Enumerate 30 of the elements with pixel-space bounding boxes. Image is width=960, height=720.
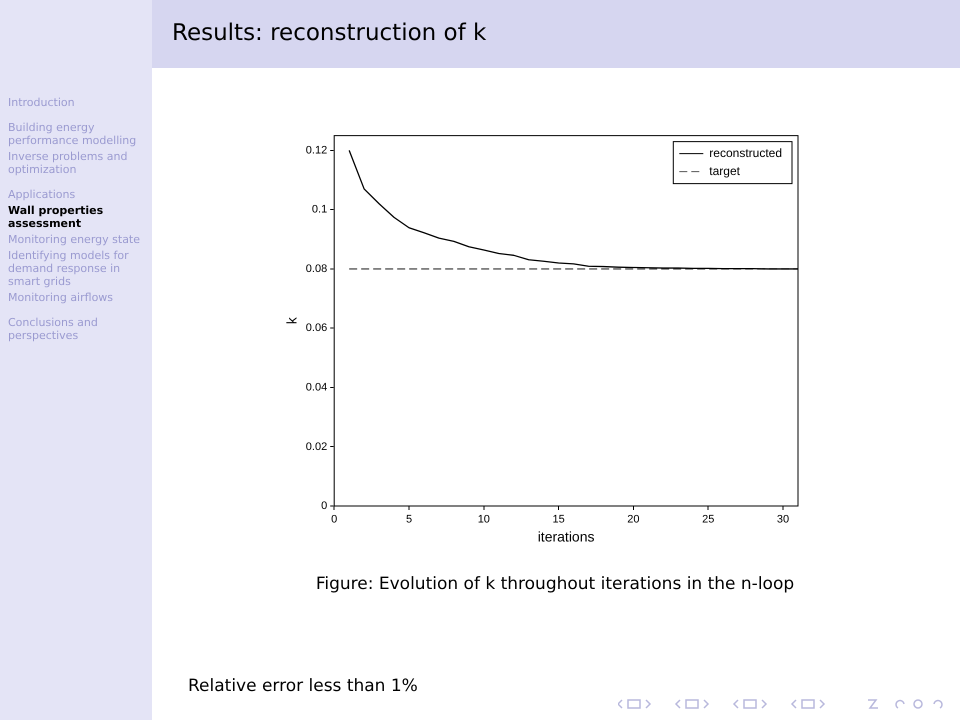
y-tick-label: 0.06 (306, 322, 328, 334)
y-axis-title: k (283, 316, 300, 324)
legend-label: target (709, 164, 741, 178)
legend-label: reconstructed (709, 146, 782, 160)
x-tick-label: 15 (552, 514, 565, 526)
x-tick-label: 5 (406, 514, 412, 526)
x-axis-title: iterations (538, 528, 595, 544)
text: Monitoring airflows (8, 291, 114, 304)
text: Applications (8, 188, 76, 201)
y-tick-label: 0.08 (306, 262, 328, 275)
text: Monitoring energy state (8, 233, 142, 246)
y-tick-label: 0.04 (306, 382, 328, 394)
text: Conclusions and perspectives (8, 316, 99, 342)
y-tick-label: 0 (321, 500, 328, 512)
x-tick-label: 25 (702, 514, 714, 526)
x-tick-label: 10 (478, 514, 490, 526)
text: Introduction (8, 96, 76, 109)
text: Identifying models for demand response in smart grids (8, 249, 130, 288)
text: Figure: Evolution of k throughout iterations in the n-loop (314, 574, 796, 594)
x-tick-label: 0 (331, 514, 338, 526)
y-tick-label: 0.12 (306, 144, 328, 156)
text: Relative error less than 1% (188, 676, 418, 696)
text: Building energy performance modelling (8, 121, 138, 147)
y-tick-label: 0.1 (312, 204, 328, 216)
x-tick-label: 30 (776, 514, 790, 526)
text: Inverse problems and optimization (8, 150, 128, 176)
x-tick-label: 20 (627, 514, 640, 526)
y-tick-label: 0.02 (306, 440, 328, 453)
chart-title: Results: reconstruction of k (172, 20, 486, 46)
text: Wall properties assessment (8, 204, 104, 230)
